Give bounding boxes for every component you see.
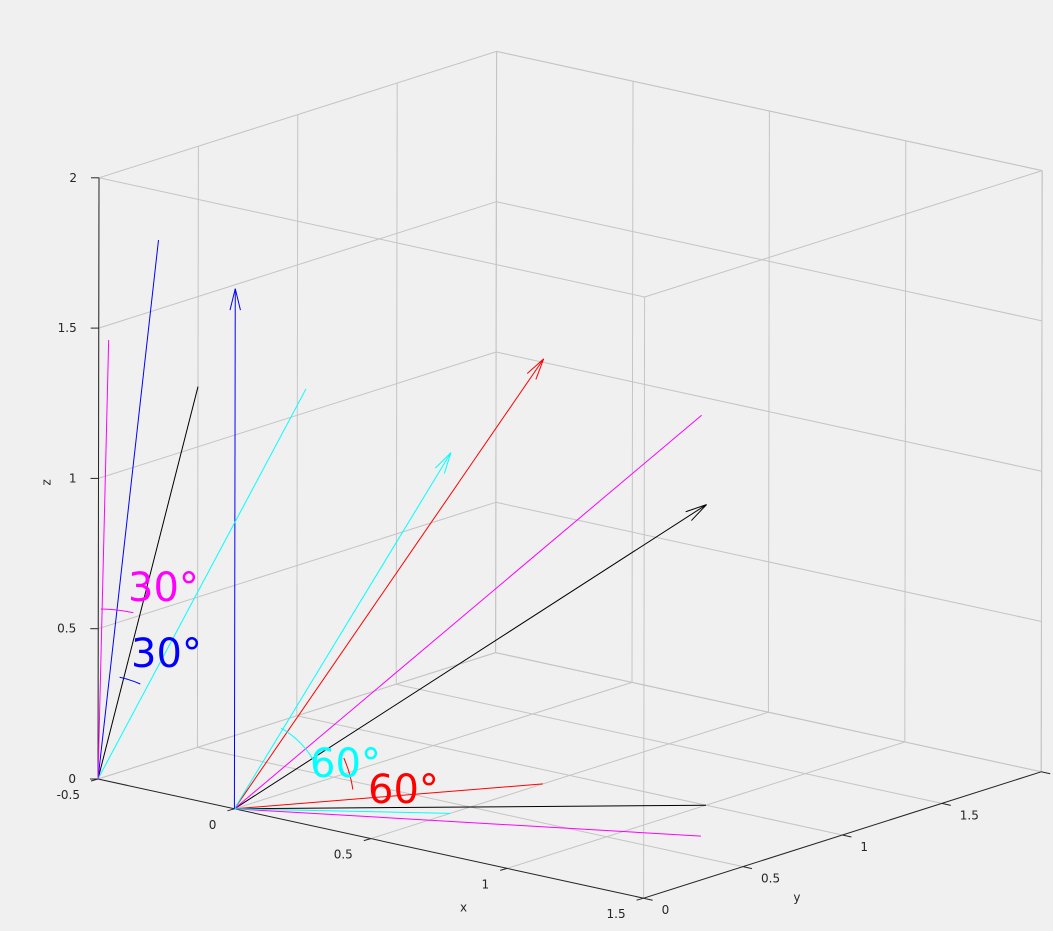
z-tick-label: 1.5 [58,321,77,335]
y-tick-mark [742,866,753,870]
vector-line [234,783,544,810]
tick-labels: 00.511.52-0.500.511.500.511.52zxy [40,171,979,921]
vector-line [234,504,707,810]
axes [90,177,1051,901]
angle-label: 60° [368,767,439,813]
angle-label: 30° [131,631,202,677]
vector-line [233,452,452,810]
angle-arc [280,727,317,766]
x-tick-label: -0.5 [57,788,80,802]
x-tick-mark [227,808,235,812]
grid-line [296,715,843,836]
angle-arc [100,608,134,614]
grid-line [396,683,942,804]
z-axis-label: z [40,479,54,485]
box-edge [644,170,1043,298]
vector-line [234,808,451,814]
grid-line [495,351,1042,472]
y-tick-label: 1 [860,840,868,854]
x-tick-label: 1.5 [607,907,626,921]
vector-line [234,414,702,810]
angle-arc [119,676,141,685]
x-tick-label: 1 [482,877,490,891]
vector-line [233,358,545,810]
angle-label: 30° [128,565,199,611]
y-tick-mark [941,802,951,806]
z-tick-label: 0 [68,772,76,786]
grid-line [97,652,496,780]
angle-annotations: 30° 30° 60°60° [100,565,439,813]
y-tick-mark [842,834,852,838]
angle-arc [343,757,354,790]
grid-line [98,50,497,179]
grid-line [98,201,497,329]
grid-line [495,501,1042,622]
vector-line [234,808,701,837]
vectors [97,239,707,837]
x-tick-mark [636,897,644,901]
x-tick-mark [363,838,371,842]
x-tick-mark [500,867,508,871]
box-edge [496,50,1043,172]
grid-line [496,201,1043,322]
grid-line [98,351,497,479]
y-axis-label: y [793,890,800,904]
vector-line [97,388,307,780]
y-axis-line [643,771,1042,899]
x-tick-label: 0.5 [334,848,353,862]
vector-line [234,804,707,810]
box-edge [1040,170,1043,772]
arrowhead [526,358,545,380]
arrowhead [685,504,707,521]
x-tick-label: 0 [209,818,217,832]
grid-lines [97,50,1043,899]
grid-line [495,652,1042,773]
vector-line [97,239,160,780]
y-tick-label: 1.5 [960,808,979,822]
angle-label: 60° [310,741,381,787]
z-tick-label: 2 [69,171,77,185]
z-tick-label: 1 [69,471,77,485]
y-tick-mark [643,897,653,901]
vector-line [97,386,199,780]
arrowhead [229,288,241,311]
box-edge [643,296,646,899]
vector-line [233,288,236,809]
y-tick-label: 0.5 [761,872,780,886]
arrowhead [434,452,452,474]
grid-line [98,501,497,630]
vector-line [97,339,110,780]
x-tick-mark [90,778,99,782]
y-tick-mark [1041,771,1051,775]
y-tick-label: 0 [662,903,670,917]
z-tick-label: 0.5 [57,622,76,636]
x-axis-label: x [460,900,467,914]
box-edge [98,177,645,298]
